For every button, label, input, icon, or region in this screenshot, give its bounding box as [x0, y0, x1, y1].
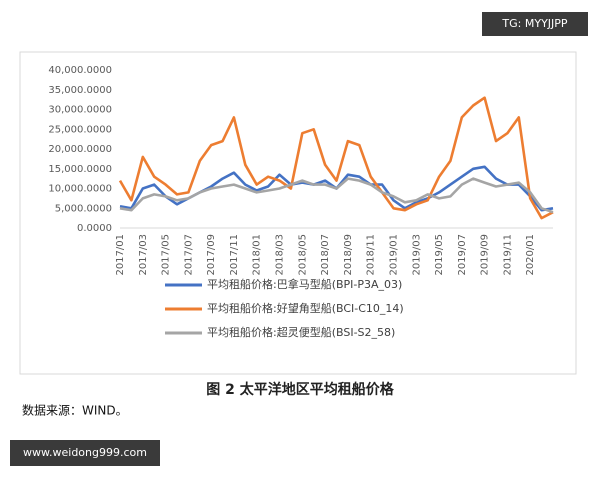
x-tick-label: 2019/09 [480, 234, 491, 276]
y-tick-label: 20,000.0000 [48, 144, 112, 155]
watermark-box [10, 440, 160, 466]
series-line [118, 96, 554, 220]
x-tick-label: 2019/07 [457, 234, 468, 276]
legend-label: 平均租船价格:超灵便型船(BSI-S2_58) [207, 325, 395, 339]
x-tick-label: 2020/01 [525, 234, 536, 276]
series-line [119, 177, 554, 214]
chart-frame [19, 51, 577, 375]
y-tick-label: 40,000.0000 [48, 65, 112, 76]
x-tick-label: 2019/05 [434, 234, 445, 276]
watermark: TG: MYYJJPP [501, 17, 567, 30]
x-tick-label: 2019/03 [411, 234, 422, 276]
y-tick-label: 35,000.0000 [48, 85, 112, 96]
legend-label: 平均租船价格:巴拿马型船(BPI-P3A_03) [207, 277, 402, 291]
x-tick-label: 2017/07 [183, 234, 194, 276]
y-tick-label: 10,000.0000 [48, 184, 112, 195]
x-tick-label: 2018/09 [343, 234, 354, 276]
chart-title: 图 2 太平洋地区平均租船价格 [206, 381, 394, 398]
x-tick-label: 2017/03 [138, 234, 149, 276]
watermark: www.weidong999.com [23, 446, 147, 459]
watermark-box [482, 12, 588, 36]
x-tick-label: 2018/11 [366, 234, 377, 276]
y-tick-label: 5,000.0000 [55, 203, 112, 214]
y-tick-label: 15,000.0000 [48, 164, 112, 175]
x-tick-label: 2017/09 [206, 234, 217, 276]
x-tick-label: 2018/03 [275, 234, 286, 276]
y-tick-label: 25,000.0000 [48, 124, 112, 135]
legend-label: 平均租船价格:好望角型船(BCI-C10_14) [207, 301, 404, 315]
x-tick-label: 2018/07 [320, 234, 331, 276]
x-tick-label: 2017/05 [161, 234, 172, 276]
x-tick-label: 2017/01 [115, 234, 126, 276]
x-tick-label: 2018/01 [252, 234, 263, 276]
x-tick-label: 2017/11 [229, 234, 240, 276]
x-tick-label: 2019/01 [388, 234, 399, 276]
y-tick-label: 30,000.0000 [48, 105, 112, 116]
x-tick-label: 2019/11 [502, 234, 513, 276]
y-tick-label: 0.0000 [77, 223, 112, 234]
x-tick-label: 2018/05 [297, 234, 308, 276]
source: 数据来源：WIND。 [22, 403, 128, 418]
